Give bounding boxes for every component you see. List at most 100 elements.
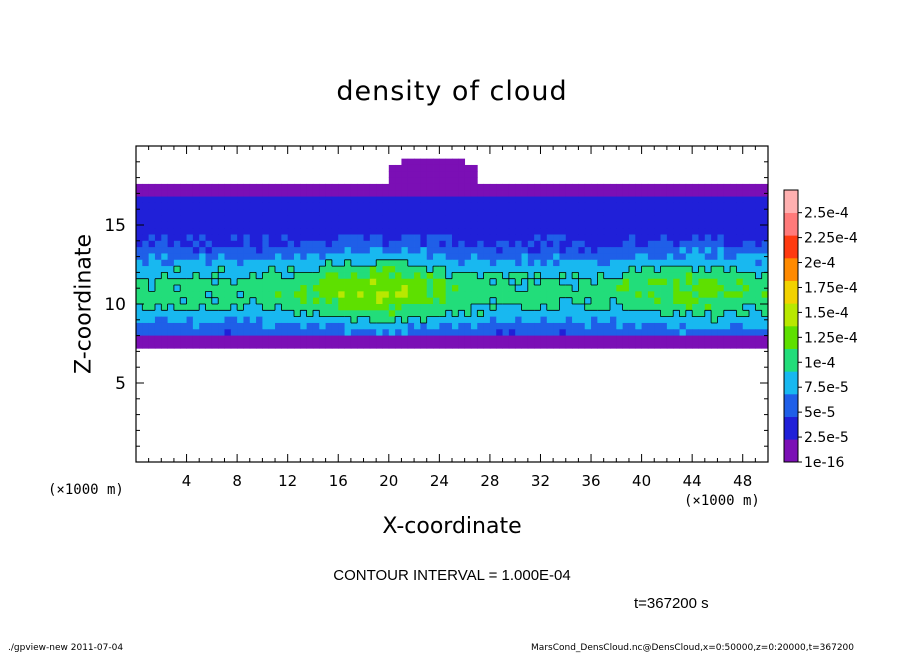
density-cell xyxy=(142,228,150,235)
density-cell xyxy=(401,259,409,267)
density-cell xyxy=(591,329,598,336)
density-cell xyxy=(679,297,687,305)
density-cell xyxy=(704,196,712,204)
density-cell xyxy=(224,228,232,235)
density-cell xyxy=(300,304,308,311)
density-cell xyxy=(350,202,358,210)
density-cell xyxy=(433,183,440,191)
density-cell xyxy=(382,259,390,267)
density-cell xyxy=(647,278,655,286)
density-cell xyxy=(723,341,731,349)
density-cell xyxy=(565,183,573,191)
density-cell xyxy=(300,234,308,242)
density-cell xyxy=(268,291,276,299)
density-cell xyxy=(211,209,219,216)
density-cell xyxy=(647,215,655,223)
density-cell xyxy=(218,259,225,267)
density-cell xyxy=(224,297,232,305)
density-cell xyxy=(559,335,567,343)
x-tick-label: 4 xyxy=(182,472,192,490)
density-cell xyxy=(445,329,453,336)
density-cell xyxy=(635,228,642,235)
density-cell xyxy=(692,183,699,191)
density-cell xyxy=(331,234,339,242)
density-cell xyxy=(439,272,447,280)
density-cell xyxy=(704,221,712,229)
density-cell xyxy=(534,272,541,280)
density-cell xyxy=(685,209,693,216)
density-cell xyxy=(610,253,617,261)
density-cell xyxy=(673,240,680,248)
density-cell xyxy=(685,202,693,210)
density-cell xyxy=(464,304,472,311)
density-cell xyxy=(666,316,674,324)
density-cell xyxy=(597,221,605,229)
density-cell xyxy=(730,240,737,248)
density-cell xyxy=(306,234,314,242)
density-cell xyxy=(369,285,377,292)
density-cell xyxy=(521,310,529,318)
density-cell xyxy=(502,209,510,216)
density-cell xyxy=(477,291,484,299)
density-cell xyxy=(692,304,699,311)
density-cell xyxy=(142,266,150,273)
density-cell xyxy=(641,285,649,292)
density-cell xyxy=(565,228,573,235)
density-cell xyxy=(224,247,232,254)
density-cell xyxy=(628,190,636,197)
density-cell xyxy=(344,335,352,343)
density-cell xyxy=(730,335,737,343)
density-cell xyxy=(622,196,630,204)
density-cell xyxy=(136,297,143,305)
density-cell xyxy=(249,316,257,324)
density-cell xyxy=(515,259,522,267)
density-cell xyxy=(502,190,510,197)
density-cell xyxy=(717,183,725,191)
density-cell xyxy=(654,234,661,242)
density-cell xyxy=(445,171,453,178)
density-cell xyxy=(521,240,529,248)
colorbar-label: 2.25e-4 xyxy=(804,231,858,247)
density-cell xyxy=(477,341,484,349)
density-cell xyxy=(616,341,624,349)
density-cell xyxy=(717,247,725,254)
density-cell xyxy=(439,196,447,204)
density-cell xyxy=(148,285,156,292)
density-cell xyxy=(679,228,687,235)
density-cell xyxy=(237,285,244,292)
density-cell xyxy=(553,221,560,229)
density-cell xyxy=(591,183,598,191)
density-cell xyxy=(730,310,737,318)
density-cell xyxy=(553,329,560,336)
density-cell xyxy=(369,228,377,235)
colorbar-segment xyxy=(784,235,798,259)
density-cell xyxy=(711,240,718,248)
density-cell xyxy=(148,183,156,191)
density-cell xyxy=(148,228,156,235)
contour-line xyxy=(136,259,768,324)
density-cell xyxy=(685,234,693,242)
density-cell xyxy=(148,272,156,280)
density-cell xyxy=(610,221,617,229)
density-cell xyxy=(470,266,478,273)
density-cell xyxy=(711,209,718,216)
density-cell xyxy=(508,259,516,267)
density-cell xyxy=(186,183,194,191)
density-cell xyxy=(230,310,238,318)
density-cell xyxy=(433,228,440,235)
density-cell xyxy=(344,221,352,229)
density-cell xyxy=(401,158,409,166)
density-cell xyxy=(698,196,706,204)
density-cell xyxy=(350,228,358,235)
density-cell xyxy=(281,335,289,343)
density-cell xyxy=(502,316,510,324)
density-cell xyxy=(565,329,573,336)
density-cell xyxy=(584,247,592,254)
density-cell xyxy=(230,272,238,280)
density-cell xyxy=(420,341,428,349)
density-cell xyxy=(597,329,605,336)
density-cell xyxy=(641,209,649,216)
density-cell xyxy=(319,322,326,330)
density-cell xyxy=(610,183,617,191)
density-cell xyxy=(572,183,579,191)
